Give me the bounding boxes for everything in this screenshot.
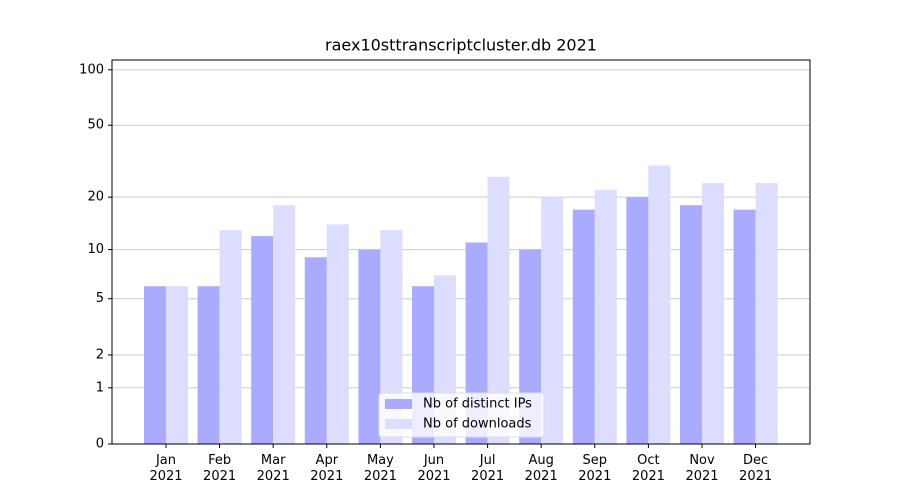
legend-swatch (385, 399, 412, 409)
bar (648, 165, 671, 445)
y-tick-label: 20 (87, 190, 104, 205)
y-tick-label: 5 (96, 291, 104, 306)
x-tick-label: Apr 2021 (310, 453, 344, 484)
legend-box (378, 392, 545, 438)
x-tick-label: Feb 2021 (203, 453, 237, 484)
bar (487, 176, 510, 444)
x-tick-label: Sep 2021 (578, 453, 612, 484)
bar (755, 183, 778, 445)
bar (144, 286, 166, 444)
bar (358, 249, 381, 444)
x-tick-label: Jul 2021 (471, 453, 505, 484)
axes-frame (111, 59, 811, 445)
legend-label: Nb of downloads (423, 417, 532, 432)
chart-title: raex10sttranscriptcluster.db 2021 (325, 36, 597, 55)
y-tick-label: 2 (96, 347, 104, 362)
legend-swatch (385, 419, 412, 429)
bar (572, 209, 595, 444)
bar (702, 183, 724, 445)
x-tick-label: Mar 2021 (256, 453, 290, 484)
bar (304, 257, 327, 444)
x-tick-label: May 2021 (363, 453, 397, 484)
x-tick-label: Oct 2021 (631, 453, 665, 484)
x-tick-label: Jun 2021 (417, 453, 451, 484)
y-tick-label: 100 (79, 62, 104, 77)
y-tick-label: 0 (96, 437, 104, 452)
legend-label: Nb of distinct IPs (423, 397, 532, 412)
y-tick-label: 10 (87, 242, 104, 257)
y-tick-label: 50 (87, 118, 104, 133)
bar (680, 205, 702, 444)
bar (326, 224, 349, 444)
y-tick-label: 1 (96, 380, 104, 395)
bar (733, 209, 756, 444)
bar (380, 230, 403, 444)
bar (166, 286, 188, 444)
bar (594, 189, 617, 444)
x-tick-label: Nov 2021 (685, 453, 719, 484)
bar (541, 197, 564, 444)
bar (273, 205, 296, 444)
x-tick-label: Aug 2021 (524, 453, 558, 484)
x-tick-label: Jan 2021 (149, 453, 183, 484)
bar (219, 230, 242, 444)
bar (626, 197, 649, 444)
legend: Nb of distinct IPs Nb of downloads (378, 392, 545, 438)
bar (251, 236, 274, 444)
x-tick-label: Dec 2021 (739, 453, 773, 484)
bar (197, 286, 220, 444)
